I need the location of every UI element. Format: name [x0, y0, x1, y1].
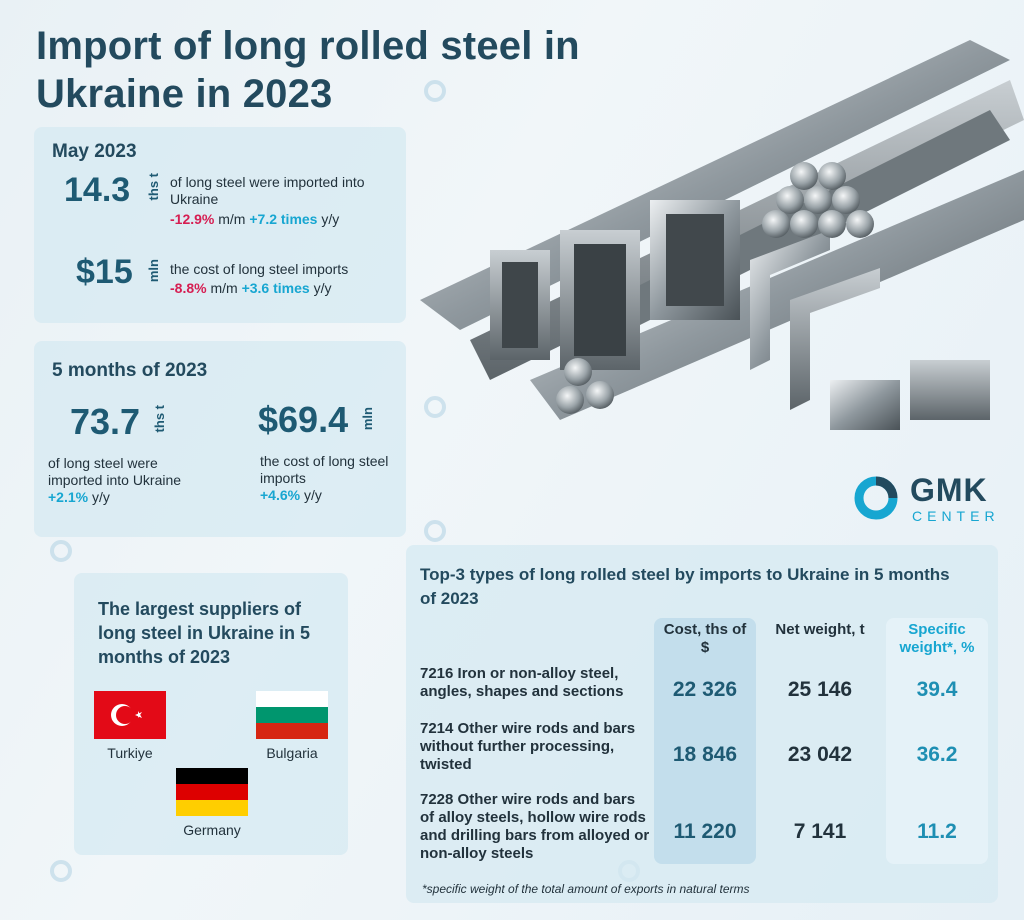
watermark-ring	[424, 396, 446, 418]
gmk-ring-icon	[854, 476, 898, 520]
may-2023-card: May 2023 14.3 ths t of long steel were i…	[34, 127, 406, 323]
country-label-turkiye: Turkiye	[107, 745, 153, 761]
table-cell-cost: 18 846	[672, 743, 738, 766]
table-footnote: *specific weight of the total amount of …	[422, 882, 750, 896]
may-volume-yy: +7.2 times	[249, 211, 318, 227]
may-volume-yy-label: y/y	[321, 211, 340, 227]
five-volume-value: 73.7	[70, 401, 141, 442]
table-cell-share: 39.4	[916, 678, 958, 701]
cost-column-highlight	[654, 618, 756, 864]
five-cost-value: $69.4	[258, 399, 349, 440]
watermark-ring	[424, 520, 446, 542]
may-volume-desc: of long steel were imported into Ukraine	[170, 174, 365, 207]
suppliers-heading: The largest suppliers of long steel in U…	[98, 599, 311, 667]
may-cost-desc: the cost of long steel imports	[170, 261, 349, 277]
watermark-ring	[424, 80, 446, 102]
may-cost-value: $15	[76, 253, 133, 291]
table-heading: Top-3 types of long rolled steel by impo…	[420, 565, 950, 608]
table-row-label: 7214 Other wire rods and bars without fu…	[420, 720, 636, 773]
five-cost-yy: +4.6%	[260, 487, 301, 503]
logo-name: GMK	[910, 472, 988, 508]
may-volume-mm-label: m/m	[218, 211, 246, 227]
table-row-label: 7228 Other wire rods and bars of alloy s…	[420, 791, 650, 862]
country-label-germany: Germany	[183, 822, 241, 838]
five-months-card: 5 months of 2023 73.7 ths t of long stee…	[34, 341, 406, 537]
may-volume-unit: ths t	[146, 173, 161, 201]
five-cost-desc: the cost of long steel imports	[260, 453, 389, 486]
logo-sub: CENTER	[912, 508, 1000, 524]
five-volume-yy-label: y/y	[91, 489, 110, 505]
table-cell-cost: 11 220	[673, 820, 737, 843]
table-cell-weight: 7 141	[793, 820, 847, 843]
share-column-highlight	[886, 618, 988, 864]
steel-products-image	[420, 40, 1024, 430]
table-row-label: 7216 Iron or non-alloy steel, angles, sh…	[420, 665, 624, 700]
may-cost-unit: mln	[146, 259, 161, 283]
five-volume-yy: +2.1%	[48, 489, 89, 505]
five-cost-change: +4.6% y/y	[260, 487, 322, 504]
five-volume-desc: of long steel were imported into Ukraine	[48, 455, 182, 488]
five-cost-yy-label: y/y	[303, 487, 322, 503]
column-header-share: Specific weight*, %	[899, 621, 975, 656]
gmk-center-logo: GMK CENTER	[852, 470, 1012, 530]
bulgaria-flag-icon	[256, 691, 328, 739]
may-cost-change: -8.8% m/m +3.6 times y/y	[170, 280, 331, 297]
table-cell-weight: 25 146	[787, 678, 853, 701]
country-label-bulgaria: Bulgaria	[266, 745, 318, 761]
five-volume-change: +2.1% y/y	[48, 489, 110, 506]
watermark-ring	[50, 540, 72, 562]
may-volume-mm: -12.9%	[170, 211, 215, 227]
table-cell-weight: 23 042	[787, 743, 853, 766]
five-cost-unit: mln	[360, 407, 375, 431]
table-cell-share: 11.2	[917, 820, 957, 843]
table-cell-cost: 22 326	[672, 678, 738, 701]
watermark-ring	[50, 860, 72, 882]
may-cost-yy: +3.6 times	[241, 280, 310, 296]
may-volume-change: -12.9% m/m +7.2 times y/y	[170, 211, 339, 228]
may-cost-yy-label: y/y	[313, 280, 332, 296]
may-cost-mm-label: m/m	[210, 280, 238, 296]
may-heading: May 2023	[52, 141, 137, 162]
column-header-cost: Cost, ths of $	[663, 621, 747, 656]
table-cell-share: 36.2	[916, 743, 958, 766]
may-volume-value: 14.3	[64, 171, 131, 209]
five-volume-unit: ths t	[152, 405, 167, 433]
five-months-heading: 5 months of 2023	[52, 360, 208, 381]
germany-flag-icon	[176, 768, 248, 816]
may-cost-mm: -8.8%	[170, 280, 207, 296]
turkiye-flag-icon	[94, 691, 166, 739]
page-title: Import of long rolled steel in Ukraine i…	[36, 24, 580, 116]
column-header-weight: Net weight, t	[775, 621, 865, 638]
